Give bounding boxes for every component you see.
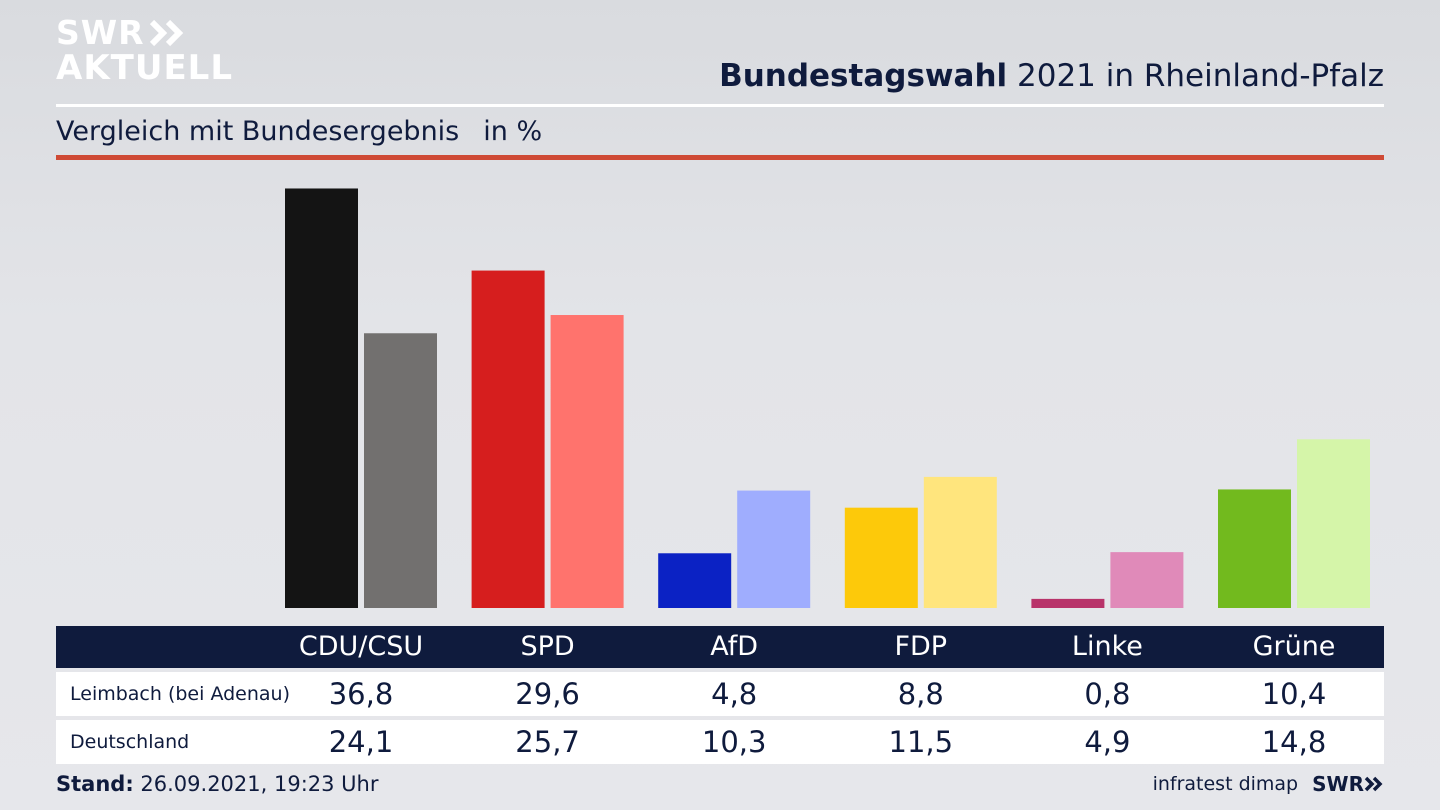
bar-fdp-national	[923, 476, 997, 608]
swr-footer-logo: SWR	[1312, 772, 1384, 796]
value-linke-national: 4,9	[1084, 725, 1131, 759]
category-label-fdp: FDP	[894, 631, 948, 662]
value-cdu-csu-local: 36,8	[328, 677, 394, 711]
bar-spd-national	[550, 315, 624, 608]
bar-fdp-local	[844, 507, 918, 608]
value-spd-national: 25,7	[515, 725, 580, 759]
results-table: CDU/CSU SPD AfD FDP Linke Grüne Leimbach (bei…	[56, 626, 1384, 764]
row-label-local: Leimbach (bei Adenau)	[70, 683, 290, 705]
stand-value: 26.09.2021, 19:23 Uhr	[133, 772, 379, 796]
value-gr-ne-local: 10,4	[1261, 677, 1327, 711]
bar-linke-national	[1110, 552, 1184, 608]
row-label-national: Deutschland	[70, 731, 190, 753]
logo-line-2: AKTUELL	[56, 48, 234, 88]
source-text: infratest dimap	[1152, 773, 1299, 795]
title-rest: 2021 in Rheinland-Pfalz	[1007, 58, 1384, 94]
category-label-gr-ne: Grüne	[1252, 631, 1336, 662]
value-fdp-national: 11,5	[888, 725, 954, 759]
value-linke-local: 0,8	[1084, 677, 1131, 711]
category-label-linke: Linke	[1071, 631, 1143, 662]
stand-label: Stand:	[56, 772, 134, 796]
swr-aktuell-logo: SWR AKTUELL	[56, 16, 233, 85]
accent-divider	[56, 155, 1384, 160]
bar-linke-local	[1031, 598, 1105, 608]
table-row-national: Deutschland 24,1 25,7 10,3 11,5 4,9 14,8	[56, 720, 1384, 764]
double-chevron-icon	[149, 19, 183, 46]
bar-cdu-csu-national	[364, 333, 437, 608]
title-bold: Bundestagswahl	[719, 58, 1008, 94]
value-cdu-csu-national: 24,1	[328, 725, 394, 759]
bar-cdu-csu-local	[285, 188, 358, 609]
bar-gr-ne-local	[1218, 489, 1291, 608]
header-divider	[56, 104, 1384, 107]
table-header-row: CDU/CSU SPD AfD FDP Linke Grüne	[56, 626, 1384, 668]
category-label-afd: AfD	[710, 631, 759, 662]
bar-afd-local	[658, 553, 732, 608]
subtitle-text: Vergleich mit Bundesergebnis	[56, 116, 460, 147]
category-label-spd: SPD	[520, 631, 575, 662]
bar-spd-local	[471, 270, 545, 608]
value-fdp-local: 8,8	[897, 677, 944, 711]
value-gr-ne-national: 14,8	[1261, 725, 1327, 759]
source-credit: infratest dimap SWR	[1153, 772, 1384, 796]
logo-line-1: SWR	[56, 13, 145, 52]
timestamp: Stand: 26.09.2021, 19:23 Uhr	[56, 772, 379, 796]
chart-subtitle: Vergleich mit Bundesergebnis in %	[56, 116, 542, 147]
bar-afd-national	[737, 490, 811, 608]
bar-chart	[285, 188, 1370, 609]
double-chevron-icon	[1364, 776, 1383, 792]
page-title: Bundestagswahl 2021 in Rheinland-Pfalz	[719, 58, 1384, 94]
value-spd-local: 29,6	[515, 677, 580, 711]
unit-label: in %	[483, 116, 543, 147]
value-afd-local: 4,8	[711, 677, 758, 711]
bar-gr-ne-national	[1297, 439, 1370, 608]
table-row-local: Leimbach (bei Adenau) 36,8 29,6 4,8 8,8 0,8 1…	[56, 672, 1384, 716]
category-label-cdu-csu: CDU/CSU	[298, 631, 424, 662]
brand-text: SWR	[1312, 772, 1364, 796]
value-afd-national: 10,3	[701, 725, 767, 759]
